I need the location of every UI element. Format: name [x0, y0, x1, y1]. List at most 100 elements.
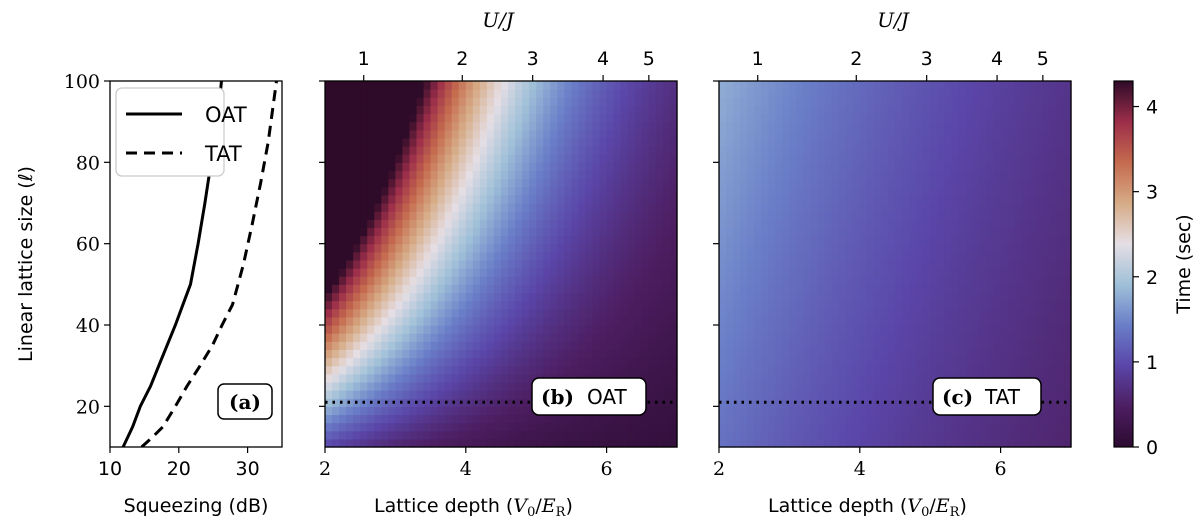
heatmap-cell — [381, 414, 389, 424]
heatmap-cell — [866, 81, 875, 90]
heatmap-cell — [367, 316, 375, 326]
heatmap-cell — [374, 162, 382, 172]
heatmap-cell — [817, 113, 826, 123]
heatmap-cell — [571, 178, 580, 188]
heatmap-cell — [648, 178, 657, 188]
heatmap-cell — [543, 430, 551, 440]
heatmap-cell — [824, 341, 833, 350]
heatmap-cell — [339, 414, 347, 424]
heatmap-cell — [902, 422, 910, 432]
heatmap-cell — [930, 162, 938, 172]
heatmap-cell — [972, 186, 981, 196]
heatmap-cell — [479, 81, 488, 90]
heatmap-cell — [585, 146, 594, 155]
heatmap-cell — [1056, 137, 1065, 147]
heatmap-cell — [402, 211, 411, 220]
heatmap-cell — [909, 381, 917, 391]
heatmap-cell — [782, 81, 790, 90]
heatmap-cell — [388, 365, 396, 375]
heatmap-cell — [719, 235, 727, 245]
x-tick-label: 30 — [236, 458, 260, 480]
heatmap-cell — [557, 113, 565, 123]
heatmap-cell — [824, 365, 833, 375]
heatmap-cell — [346, 422, 354, 432]
heatmap-cell — [613, 300, 622, 310]
heatmap-cell — [388, 268, 396, 277]
heatmap-cell — [388, 422, 396, 432]
heatmap-cell — [902, 251, 910, 261]
top-tick-label: 1 — [358, 48, 370, 70]
heatmap-cell — [669, 259, 678, 269]
heatmap-cell — [902, 430, 910, 440]
heatmap-cell — [564, 430, 572, 440]
heatmap-cell — [458, 97, 467, 106]
heatmap-cell — [965, 349, 974, 359]
heatmap-cell — [1056, 284, 1065, 294]
heatmap-cell — [416, 89, 425, 98]
heatmap-cell — [803, 203, 812, 212]
heatmap-cell — [958, 325, 966, 334]
heatmap-cell — [529, 308, 537, 318]
heatmap-cell — [958, 113, 966, 123]
heatmap-cell — [965, 333, 974, 342]
heatmap-cell — [1021, 349, 1030, 359]
heatmap-cell — [402, 154, 411, 163]
heatmap-cell — [754, 137, 762, 147]
heatmap-cell — [831, 300, 840, 310]
top-tick-label: 4 — [991, 48, 1003, 70]
heatmap-cell — [965, 105, 974, 115]
heatmap-cell — [360, 292, 368, 302]
heatmap-cell — [564, 365, 572, 375]
heatmap-cell — [761, 89, 769, 98]
heatmap-cell — [486, 89, 495, 98]
heatmap-cell — [831, 341, 840, 350]
heatmap-cell — [733, 422, 741, 432]
top-tick-label: 3 — [921, 48, 933, 70]
heatmap-cell — [550, 357, 558, 367]
heatmap-cell — [451, 381, 460, 391]
heatmap-cell — [592, 333, 601, 342]
heatmap-cell — [402, 341, 411, 350]
heatmap-cell — [887, 438, 896, 448]
heatmap-cell — [719, 325, 727, 334]
heatmap-cell — [536, 235, 544, 245]
heatmap-cell — [564, 211, 572, 220]
heatmap-cell — [1042, 97, 1051, 106]
heatmap-cell — [775, 438, 783, 448]
heatmap-cell — [353, 341, 361, 350]
heatmap-cell — [747, 373, 755, 383]
heatmap-cell — [472, 316, 481, 326]
heatmap-cell — [353, 365, 361, 375]
heatmap-cell — [437, 300, 446, 310]
heatmap-cell — [606, 203, 615, 212]
heatmap-cell — [550, 146, 558, 155]
heatmap-cell — [339, 373, 347, 383]
heatmap-cell — [543, 357, 551, 367]
heatmap-cell — [339, 276, 347, 285]
heatmap-cell — [409, 373, 418, 383]
heatmap-cell — [655, 97, 664, 106]
heatmap-cell — [620, 325, 629, 334]
heatmap-cell — [782, 316, 790, 326]
heatmap-cell — [803, 154, 812, 163]
heatmap-cell — [578, 113, 587, 123]
heatmap-cell — [880, 219, 889, 228]
heatmap-cell — [515, 162, 523, 172]
heatmap-cell — [789, 243, 798, 253]
heatmap-cell — [1007, 146, 1016, 155]
heatmap-cell — [824, 154, 833, 163]
heatmap-cell — [339, 438, 347, 448]
heatmap-cell — [1063, 316, 1072, 326]
heatmap-cell — [1056, 308, 1065, 318]
heatmap-cell — [353, 373, 361, 383]
heatmap-cell — [796, 203, 805, 212]
heatmap-cell — [1042, 154, 1051, 163]
heatmap-cell — [423, 194, 432, 204]
heatmap-cell — [887, 89, 896, 98]
heatmap-cell — [747, 300, 755, 310]
heatmap-cell — [522, 154, 530, 163]
heatmap-cell — [564, 284, 572, 294]
heatmap-cell — [831, 227, 840, 237]
heatmap-cell — [775, 381, 783, 391]
